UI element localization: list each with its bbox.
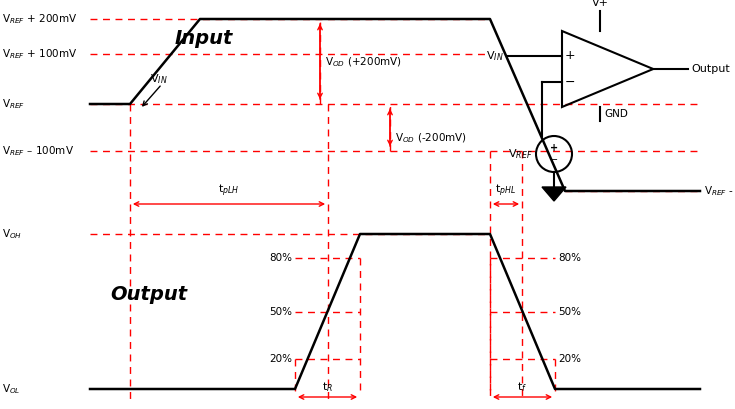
Text: V+: V+ [592,0,609,8]
Text: −: − [564,76,576,89]
Text: GND: GND [604,109,628,119]
Text: V$_{IN}$: V$_{IN}$ [150,72,168,86]
Text: 20%: 20% [558,354,581,364]
Text: V$_{OD}$ (-200mV): V$_{OD}$ (-200mV) [395,131,467,145]
Text: 20%: 20% [269,354,292,364]
Text: t$_{pLH}$: t$_{pLH}$ [218,182,240,199]
Text: Output: Output [110,285,187,303]
Text: V$_{OL}$: V$_{OL}$ [2,382,21,396]
Text: 80%: 80% [269,253,292,263]
Text: 50%: 50% [269,307,292,317]
Text: V$_{REF}$ + 100mV: V$_{REF}$ + 100mV [2,47,77,61]
Text: V$_{REF}$ + 200mV: V$_{REF}$ + 200mV [2,12,77,26]
Text: −: − [550,155,558,165]
Text: +: + [550,143,558,153]
Text: V$_{OH}$: V$_{OH}$ [2,227,22,241]
Polygon shape [542,187,566,201]
Text: Output: Output [691,64,730,74]
Text: V$_{OD}$ (+200mV): V$_{OD}$ (+200mV) [325,55,402,69]
Text: Input: Input [175,29,234,49]
Text: +: + [564,49,576,62]
Text: 50%: 50% [558,307,581,317]
Text: 80%: 80% [558,253,581,263]
Text: t$_{f}$: t$_{f}$ [517,380,528,394]
Text: t$_{R}$: t$_{R}$ [322,380,333,394]
Text: V$_{REF}$: V$_{REF}$ [2,97,25,111]
Text: V$_{REF}$ – 100mV: V$_{REF}$ – 100mV [2,144,74,158]
Text: V$_{REF}$: V$_{REF}$ [509,147,533,161]
Text: t$_{pHL}$: t$_{pHL}$ [495,182,517,199]
Text: V$_{REF}$ - 200mV: V$_{REF}$ - 200mV [704,184,735,198]
Text: V$_{IN}$: V$_{IN}$ [487,49,504,63]
